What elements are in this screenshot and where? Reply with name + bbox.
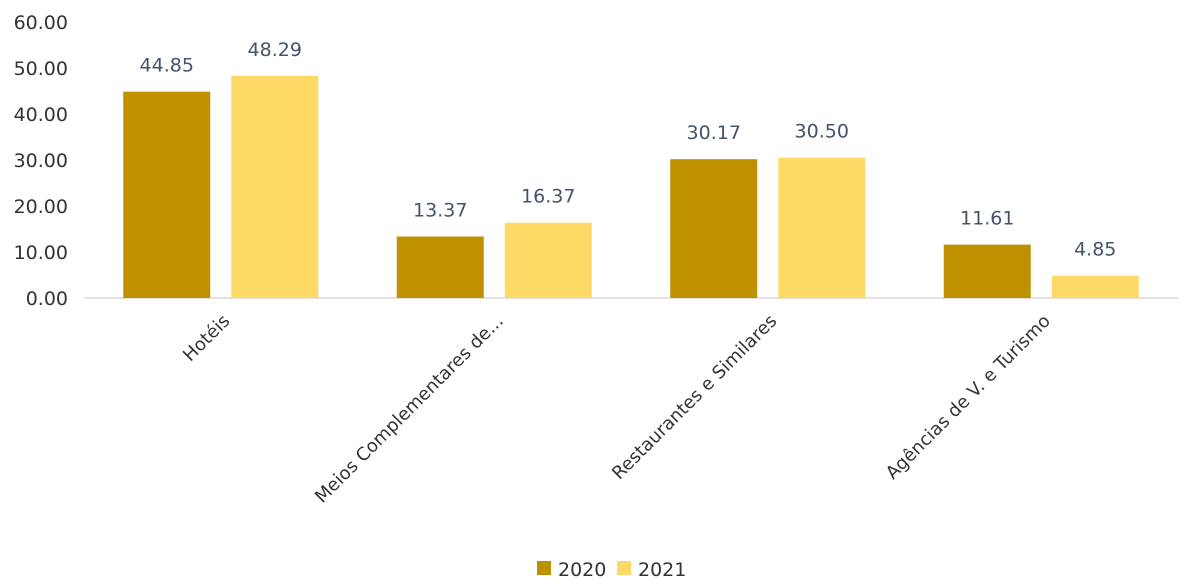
y-tick-label: 60.00 bbox=[14, 12, 68, 34]
category-label: Hotéis bbox=[179, 311, 234, 366]
bar-2021 bbox=[1051, 275, 1139, 298]
bar-2021 bbox=[231, 75, 319, 298]
data-labels-group: 44.85 48.29 13.37 16.37 30.17 30.50 11.61 4.85 bbox=[140, 39, 1117, 261]
category-label: Restaurantes e Similares bbox=[608, 311, 781, 484]
bar-2020 bbox=[943, 244, 1031, 298]
category-labels-group: Hotéis Meios Complementares de... Restaura… bbox=[179, 311, 1055, 508]
legend-label-2020: 2020 bbox=[558, 559, 606, 581]
legend-swatch-2020 bbox=[537, 561, 551, 575]
data-label-2020: 44.85 bbox=[140, 55, 194, 77]
data-label-2021: 16.37 bbox=[521, 186, 575, 208]
y-tick-label: 0.00 bbox=[26, 288, 68, 310]
bar-2021 bbox=[504, 222, 592, 298]
bars-group bbox=[123, 75, 1139, 298]
bar-2020 bbox=[123, 91, 211, 298]
data-label-2020: 13.37 bbox=[413, 199, 467, 221]
y-tick-label: 50.00 bbox=[14, 58, 68, 80]
y-tick-label: 40.00 bbox=[14, 104, 68, 126]
category-label: Agências de V. e Turismo bbox=[882, 311, 1055, 484]
legend-swatch-2021 bbox=[617, 561, 631, 575]
bar-2020 bbox=[670, 159, 758, 298]
y-axis-ticks: 0.00 10.00 20.00 30.00 40.00 50.00 60.00 bbox=[14, 12, 68, 310]
data-label-2020: 30.17 bbox=[687, 122, 741, 144]
legend: 2020 2021 bbox=[537, 559, 686, 581]
data-label-2021: 30.50 bbox=[795, 121, 849, 143]
y-tick-label: 30.00 bbox=[14, 150, 68, 172]
data-label-2021: 48.29 bbox=[248, 39, 302, 61]
y-tick-label: 10.00 bbox=[14, 242, 68, 264]
bar-2020 bbox=[396, 236, 484, 298]
legend-label-2021: 2021 bbox=[638, 559, 686, 581]
data-label-2021: 4.85 bbox=[1074, 239, 1116, 261]
y-tick-label: 20.00 bbox=[14, 196, 68, 218]
bar-2021 bbox=[778, 157, 866, 298]
data-label-2020: 11.61 bbox=[960, 208, 1014, 230]
category-label: Meios Complementares de... bbox=[311, 311, 508, 508]
